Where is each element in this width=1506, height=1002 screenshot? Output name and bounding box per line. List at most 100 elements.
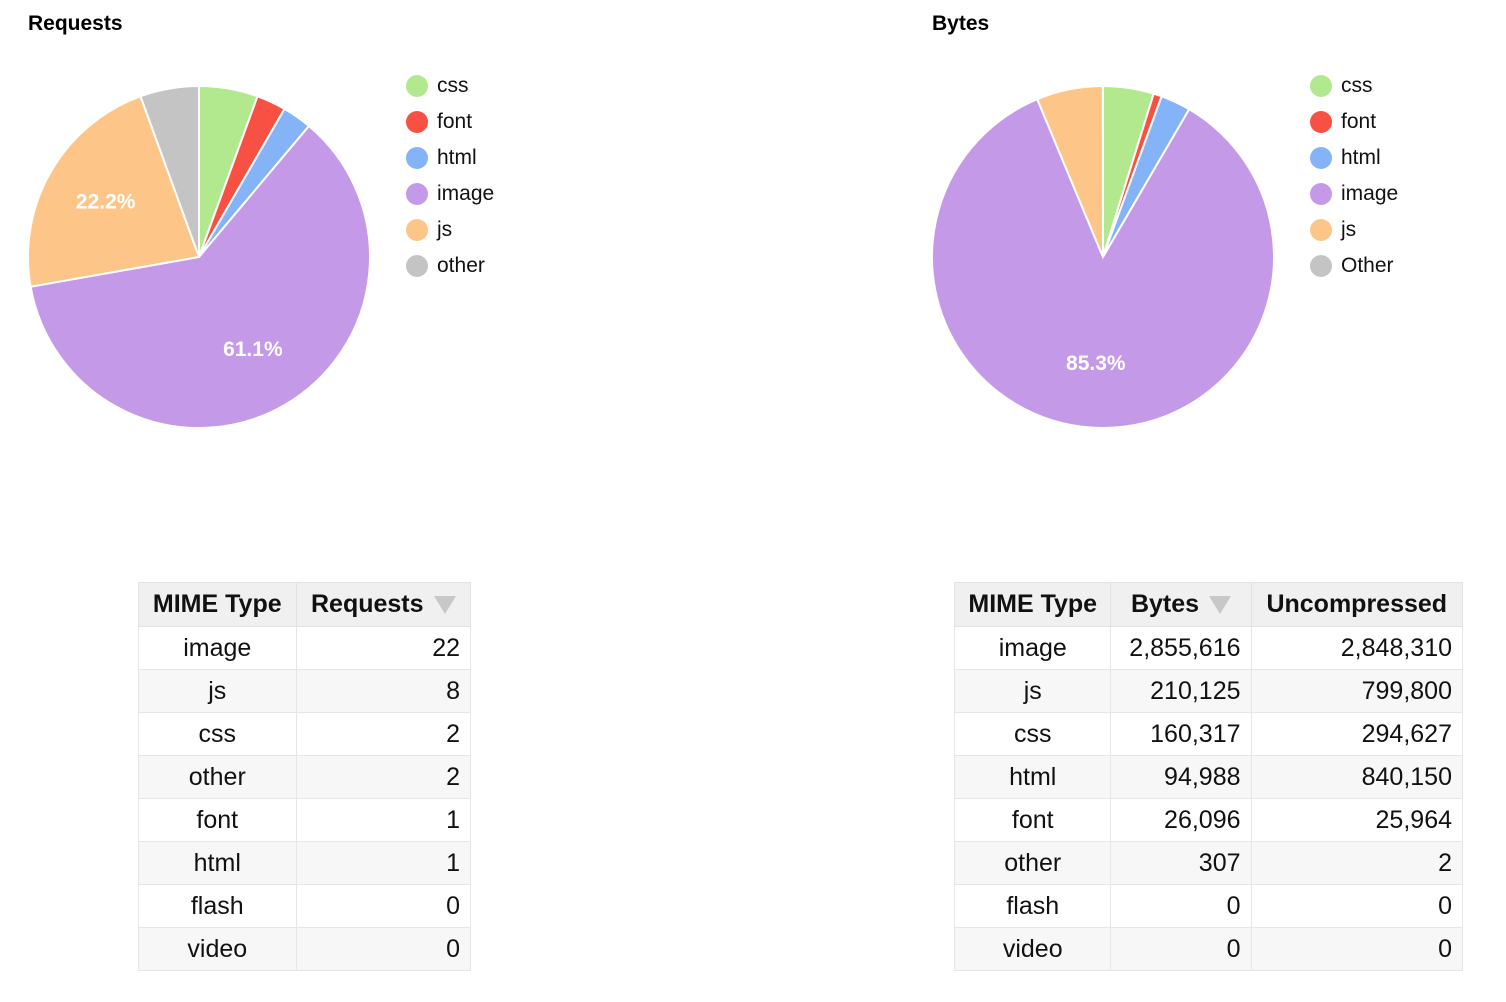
value-cell: 0 [1250, 927, 1464, 971]
table-row: js 210,125 799,800 [953, 669, 1464, 713]
legend-label: font [1341, 110, 1377, 133]
legend-item[interactable]: Other [1310, 248, 1398, 284]
value-cell: 0 [1110, 927, 1252, 971]
value-cell: 307 [1110, 841, 1252, 885]
legend-swatch [1310, 219, 1332, 241]
mime-type-cell: css [138, 712, 297, 756]
legend-item[interactable]: css [1310, 68, 1398, 104]
column-header-mime-type[interactable]: MIME Type [138, 582, 297, 627]
column-header-bytes[interactable]: Bytes [1110, 582, 1252, 627]
legend-swatch [406, 147, 428, 169]
legend-label: html [437, 146, 477, 169]
legend-item[interactable]: other [406, 248, 494, 284]
legend-label: css [1341, 74, 1373, 97]
bytes-pie-chart: 85.3% [931, 84, 1275, 429]
mime-type-cell: video [953, 927, 1112, 971]
value-cell: 1 [295, 841, 472, 885]
legend-label: html [1341, 146, 1381, 169]
legend-label: js [437, 218, 453, 241]
value-cell: 8 [295, 669, 472, 713]
value-cell: 840,150 [1250, 755, 1464, 799]
table-row: font 1 [138, 798, 472, 842]
value-cell: 2 [1250, 841, 1464, 885]
legend-label: font [437, 110, 473, 133]
pie-slice-other[interactable] [139, 84, 200, 258]
slice-percent-label: 85.3% [1066, 352, 1126, 375]
value-cell: 2 [295, 755, 472, 799]
bytes-legend: css font html image js Other [1310, 68, 1398, 284]
value-cell: 2,848,310 [1250, 626, 1464, 670]
mime-type-cell: font [138, 798, 297, 842]
table-row: video 0 [138, 927, 472, 971]
value-cell: 22 [295, 626, 472, 670]
value-cell: 0 [1250, 884, 1464, 928]
table-row: other 2 [138, 755, 472, 799]
table-row: css 2 [138, 712, 472, 756]
legend-swatch [1310, 111, 1332, 133]
mime-type-cell: js [953, 669, 1112, 713]
requests-pie-chart: 61.1% 22.2% [27, 84, 371, 429]
column-header-mime-type[interactable]: MIME Type [953, 582, 1112, 627]
legend-item[interactable]: font [1310, 104, 1398, 140]
legend-label: other [437, 254, 485, 277]
pie-slice-image[interactable] [931, 97, 1275, 429]
mime-type-cell: video [138, 927, 297, 971]
value-cell: 0 [295, 927, 472, 971]
mime-type-cell: js [138, 669, 297, 713]
bytes-chart-title: Bytes [932, 12, 990, 35]
value-cell: 25,964 [1250, 798, 1464, 842]
table-row: image 2,855,616 2,848,310 [953, 626, 1464, 670]
legend-item[interactable]: html [406, 140, 494, 176]
value-cell: 2,855,616 [1110, 626, 1252, 670]
sort-descending-icon [433, 596, 456, 615]
value-cell: 160,317 [1110, 712, 1252, 756]
mime-type-cell: other [953, 841, 1112, 885]
legend-item[interactable]: image [1310, 176, 1398, 212]
mime-type-cell: html [953, 755, 1112, 799]
bytes-table: MIME Type Bytes Uncompressed image 2,855,… [953, 582, 1464, 971]
table-row: other 307 2 [953, 841, 1464, 885]
column-header-uncompressed[interactable]: Uncompressed [1250, 582, 1464, 627]
value-cell: 1 [295, 798, 472, 842]
legend-swatch [406, 255, 428, 277]
legend-item[interactable]: font [406, 104, 494, 140]
table-row: font 26,096 25,964 [953, 798, 1464, 842]
table-row: css 160,317 294,627 [953, 712, 1464, 756]
sort-descending-icon [1209, 596, 1232, 615]
table-row: image 22 [138, 626, 472, 670]
mime-type-cell: html [138, 841, 297, 885]
value-cell: 2 [295, 712, 472, 756]
mime-type-cell: flash [953, 884, 1112, 928]
table-row: js 8 [138, 669, 472, 713]
legend-item[interactable]: image [406, 176, 494, 212]
column-header-label: Requests [311, 590, 424, 618]
requests-legend: css font html image js other [406, 68, 494, 284]
legend-item[interactable]: js [1310, 212, 1398, 248]
legend-swatch [406, 75, 428, 97]
legend-label: image [1341, 182, 1399, 205]
pie-slice-image[interactable] [29, 124, 371, 429]
column-header-requests[interactable]: Requests [295, 582, 472, 627]
legend-item[interactable]: css [406, 68, 494, 104]
value-cell: 799,800 [1250, 669, 1464, 713]
mime-type-cell: other [138, 755, 297, 799]
value-cell: 294,627 [1250, 712, 1464, 756]
pie-slice-js[interactable] [27, 95, 201, 288]
legend-label: js [1341, 218, 1357, 241]
legend-swatch [1310, 75, 1332, 97]
mime-type-cell: image [138, 626, 297, 670]
mime-type-cell: css [953, 712, 1112, 756]
slice-percent-label: 61.1% [223, 338, 283, 361]
legend-swatch [406, 183, 428, 205]
legend-item[interactable]: js [406, 212, 494, 248]
value-cell: 94,988 [1110, 755, 1252, 799]
requests-chart-title: Requests [28, 12, 123, 35]
value-cell: 0 [1110, 884, 1252, 928]
table-row: video 0 0 [953, 927, 1464, 971]
table-row: flash 0 0 [953, 884, 1464, 928]
table-row: html 94,988 840,150 [953, 755, 1464, 799]
column-header-label: Bytes [1130, 590, 1200, 618]
legend-label: Other [1341, 254, 1394, 277]
legend-item[interactable]: html [1310, 140, 1398, 176]
mime-type-cell: flash [138, 884, 297, 928]
